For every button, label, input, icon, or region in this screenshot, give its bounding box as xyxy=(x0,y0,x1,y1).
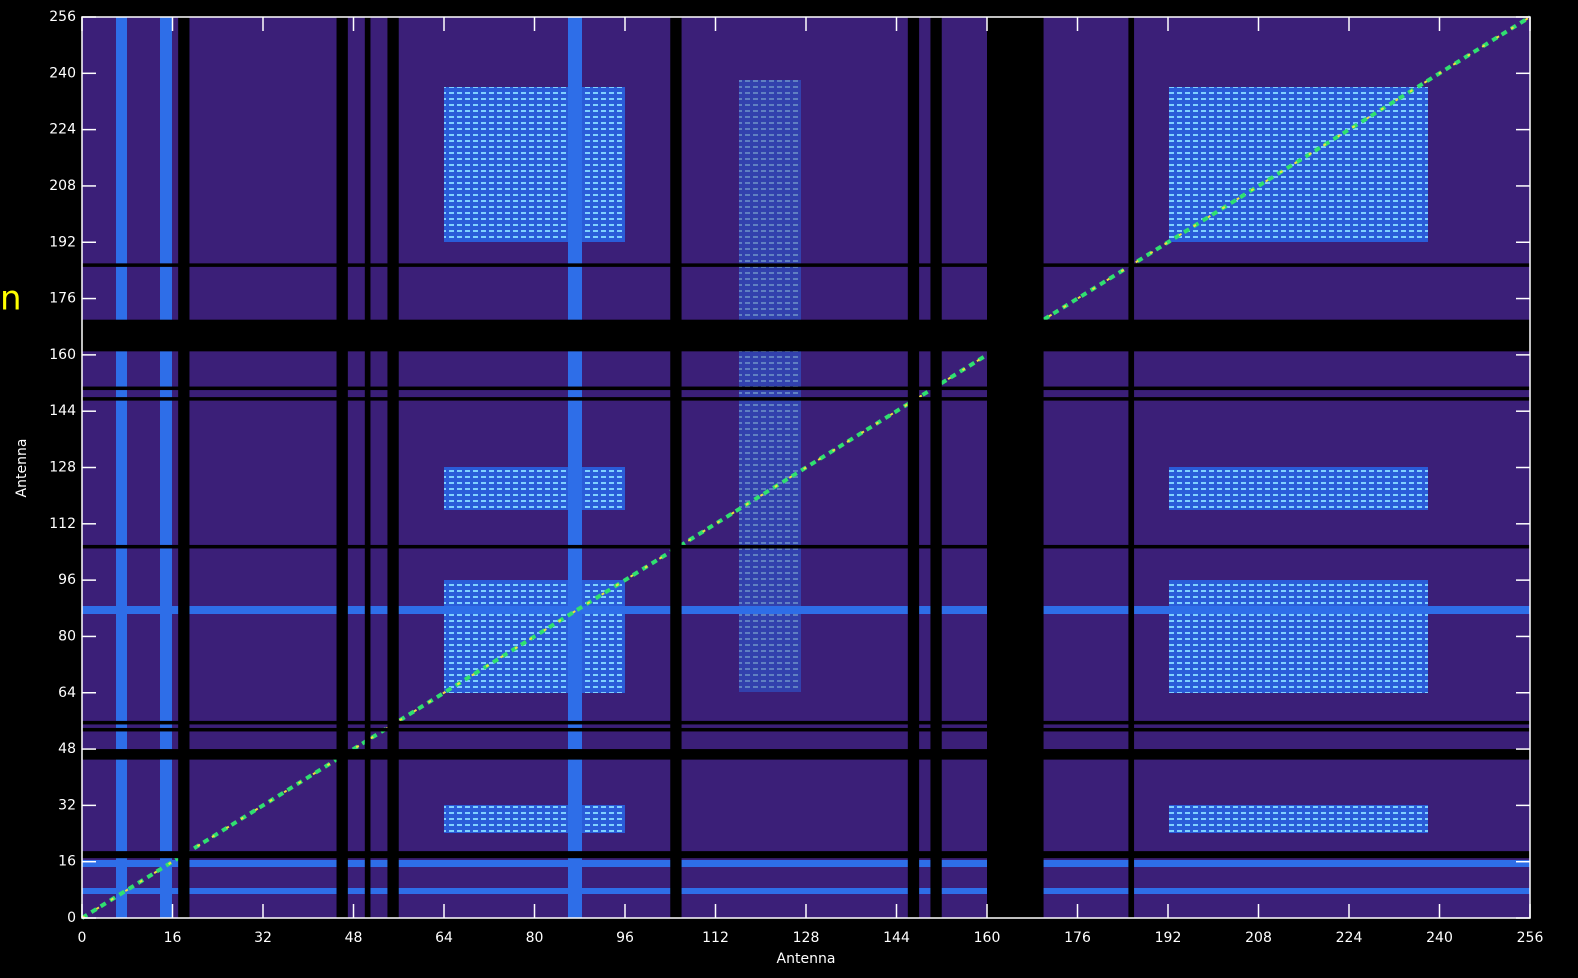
y-tick-label: 256 xyxy=(49,9,76,25)
flagged-row xyxy=(82,749,1530,760)
x-axis-label: Antenna xyxy=(777,951,836,967)
x-tick-label: 144 xyxy=(883,930,910,946)
y-tick-label: 192 xyxy=(49,234,76,250)
flagged-column xyxy=(178,17,189,918)
block xyxy=(444,805,625,833)
flagged-row xyxy=(82,397,1530,401)
y-tick-label: 16 xyxy=(58,854,76,870)
flagged-column xyxy=(365,17,371,918)
flagged-column xyxy=(987,17,1044,918)
block xyxy=(739,80,801,692)
flagged-row xyxy=(82,387,1530,391)
stripe xyxy=(82,860,1530,867)
y-tick-label: 112 xyxy=(49,516,76,532)
x-tick-label: 80 xyxy=(526,930,544,946)
flagged-column xyxy=(670,17,681,918)
x-tick-label: 32 xyxy=(254,930,272,946)
block xyxy=(444,87,625,242)
x-tick-label: 176 xyxy=(1064,930,1091,946)
x-tick-label: 128 xyxy=(793,930,820,946)
y-tick-label: 0 xyxy=(67,910,76,926)
y-axis-label: Antenna xyxy=(14,439,30,498)
y-tick-label: 176 xyxy=(49,291,76,307)
y-tick-label: 208 xyxy=(49,178,76,194)
x-tick-label: 96 xyxy=(616,930,634,946)
y-tick-label: 160 xyxy=(49,347,76,363)
stripe xyxy=(116,17,127,918)
y-tick-label: 144 xyxy=(49,403,76,419)
x-tick-label: 192 xyxy=(1155,930,1182,946)
block xyxy=(444,467,625,510)
x-tick-label: 240 xyxy=(1426,930,1453,946)
flagged-row xyxy=(82,721,1530,725)
y-tick-label: 32 xyxy=(58,797,76,813)
block xyxy=(1169,805,1428,833)
flagged-column xyxy=(387,17,398,918)
flagged-column xyxy=(337,17,348,918)
flagged-row xyxy=(82,728,1530,732)
x-tick-label: 48 xyxy=(345,930,363,946)
y-tick-label: 96 xyxy=(58,572,76,588)
y-tick-label: 128 xyxy=(49,460,76,476)
flagged-column xyxy=(930,17,941,918)
x-tick-label: 0 xyxy=(78,930,87,946)
x-tick-label: 208 xyxy=(1245,930,1272,946)
y-tick-label: 240 xyxy=(49,65,76,81)
block xyxy=(1169,467,1428,510)
block xyxy=(1169,580,1428,693)
flagged-column xyxy=(1128,17,1134,918)
stripe xyxy=(82,888,1530,894)
stripe xyxy=(568,17,582,918)
x-tick-label: 64 xyxy=(435,930,453,946)
x-tick-label: 256 xyxy=(1517,930,1544,946)
chart: n Antenna Antenna 0 16 32 48 64 80 96 112 128 144… xyxy=(0,0,1578,978)
flagged-row xyxy=(82,545,1530,549)
flagged-row xyxy=(82,851,1530,858)
flagged-row xyxy=(82,320,1530,352)
stripe xyxy=(160,17,172,918)
flagged-column xyxy=(908,17,919,918)
x-tick-label: 16 xyxy=(164,930,182,946)
y-tick-label: 64 xyxy=(58,685,76,701)
flagged-row xyxy=(82,263,1530,267)
x-tick-label: 224 xyxy=(1336,930,1363,946)
side-text: n xyxy=(0,279,22,319)
y-tick-label: 80 xyxy=(58,628,76,644)
y-tick-label: 224 xyxy=(49,122,76,138)
x-tick-label: 112 xyxy=(702,930,729,946)
y-tick-label: 48 xyxy=(58,741,76,757)
x-tick-label: 160 xyxy=(974,930,1001,946)
stripe xyxy=(82,606,1530,614)
